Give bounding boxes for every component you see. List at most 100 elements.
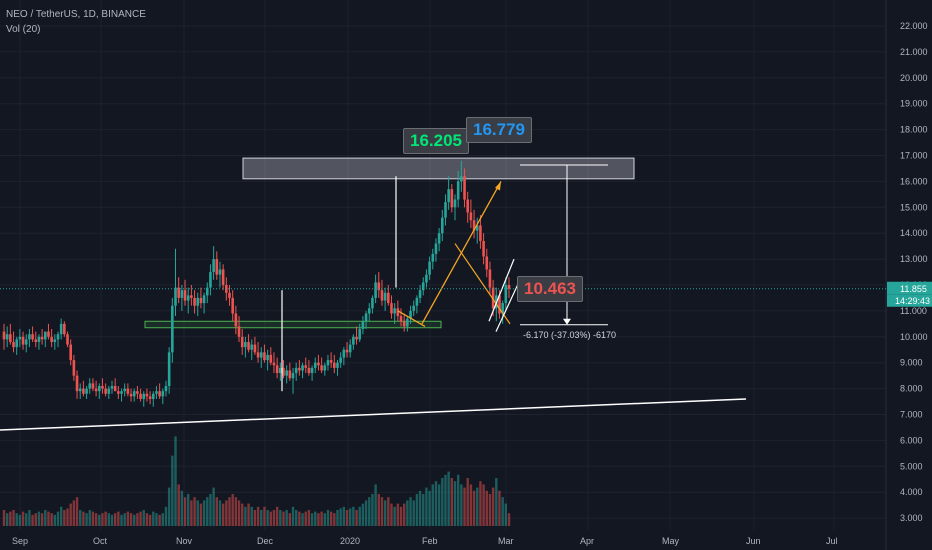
- candle-body: [171, 305, 174, 353]
- volume-bar: [476, 487, 479, 526]
- volume-bar: [498, 490, 501, 526]
- candle-body: [304, 365, 308, 368]
- candle-body: [288, 370, 292, 379]
- volume-bar: [155, 513, 158, 526]
- candle-body: [371, 297, 374, 309]
- volume-bar: [326, 510, 330, 526]
- candle-body: [231, 297, 234, 314]
- volume-bar: [387, 497, 390, 526]
- candle-body: [415, 297, 419, 306]
- volume-bar: [47, 511, 50, 526]
- volume-bar: [88, 510, 91, 526]
- volume-bar: [285, 510, 288, 526]
- price-tick-label: 15.000: [900, 202, 928, 212]
- candle-body: [132, 391, 136, 397]
- volume-bar: [269, 511, 272, 526]
- candle-body: [151, 393, 155, 399]
- volume-bar: [231, 494, 234, 526]
- time-tick-label: Dec: [257, 536, 274, 546]
- volume-bar: [472, 490, 476, 526]
- measure-label: -6.170 (-37.03%) -6170: [523, 330, 617, 340]
- volume-bar: [12, 510, 15, 526]
- volume-bar: [352, 506, 355, 526]
- volume-bar: [2, 510, 6, 526]
- candle-body: [348, 344, 352, 353]
- candle-body: [434, 243, 438, 254]
- volume-bar: [434, 481, 438, 526]
- volume-bar: [250, 506, 253, 526]
- candle-body: [263, 352, 266, 361]
- volume-bar: [304, 511, 307, 526]
- volume-bar: [180, 490, 184, 526]
- candle-body: [282, 367, 285, 376]
- candle-body: [364, 313, 368, 322]
- volume-bar: [133, 514, 136, 526]
- volume-bar: [253, 510, 257, 526]
- volume-bar: [152, 511, 155, 526]
- candle-body: [279, 367, 282, 374]
- price-tick-label: 14.000: [900, 228, 928, 238]
- orange-arrow: [397, 310, 426, 328]
- candle-body: [444, 202, 447, 218]
- candle-body: [91, 383, 95, 389]
- volume-bar: [355, 510, 358, 526]
- price-tick-label: 20.000: [900, 73, 928, 83]
- candle-body: [320, 365, 323, 371]
- volume-bar: [199, 503, 203, 526]
- volume-bar: [479, 481, 482, 526]
- candle-body: [240, 336, 244, 348]
- candle-body: [167, 352, 171, 387]
- candle-body: [425, 274, 428, 283]
- candle-body: [50, 336, 53, 342]
- price-tick-label: 7.000: [900, 410, 923, 420]
- volume-bar: [374, 484, 377, 526]
- volume-bar: [263, 506, 266, 526]
- volume-bar: [158, 514, 161, 526]
- candle-body: [418, 290, 422, 298]
- candle-body: [78, 388, 82, 392]
- volume-bar: [456, 474, 460, 526]
- volume-bar: [136, 513, 139, 526]
- volume-bar: [383, 500, 387, 526]
- volume-bar: [174, 436, 177, 526]
- candle-body: [72, 360, 76, 376]
- volume-bar: [453, 481, 457, 526]
- time-tick-label: Apr: [580, 536, 594, 546]
- volume-bar: [244, 506, 247, 526]
- price-tick-label: 22.000: [900, 21, 928, 31]
- volume-bar: [193, 497, 196, 526]
- candle-body: [402, 321, 406, 327]
- candle-body: [377, 282, 381, 291]
- volume-bar: [37, 511, 41, 526]
- time-tick-label: Sep: [12, 536, 28, 546]
- volume-bar: [469, 484, 473, 526]
- volume-bar: [504, 503, 508, 526]
- candle-body: [291, 373, 295, 379]
- candle-body: [450, 189, 454, 208]
- volume-indicator-label: Vol (20): [6, 24, 41, 35]
- candle-body: [174, 287, 177, 306]
- volume-bar: [177, 484, 180, 526]
- volume-bar: [234, 497, 238, 526]
- candle-body: [164, 386, 168, 392]
- time-tick-label: May: [662, 536, 680, 546]
- volume-bar: [412, 500, 415, 526]
- volume-bar: [406, 500, 409, 526]
- volume-bar: [291, 506, 295, 526]
- time-tick-label: Jul: [826, 536, 838, 546]
- candle-body: [269, 354, 273, 363]
- candle-body: [390, 303, 393, 314]
- candle-body: [225, 285, 228, 293]
- candle-body: [469, 212, 473, 221]
- volume-bar: [358, 506, 361, 526]
- volume-bar: [402, 503, 406, 526]
- volume-bar: [50, 513, 53, 526]
- volume-bar: [228, 497, 231, 526]
- time-tick-label: Feb: [422, 536, 438, 546]
- volume-bar: [82, 511, 85, 526]
- candle-body: [498, 295, 501, 314]
- candle-body: [28, 334, 31, 340]
- volume-bar: [336, 510, 339, 526]
- volume-bar: [298, 511, 301, 526]
